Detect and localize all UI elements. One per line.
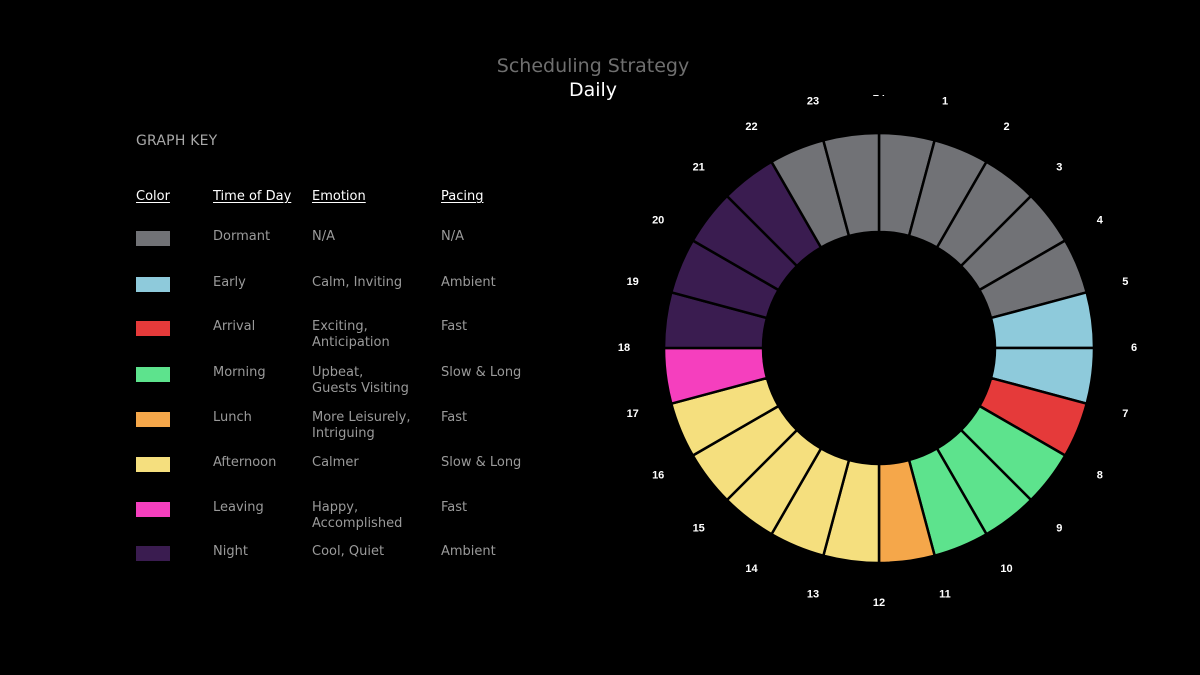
hour-label-24: 24 [873, 95, 886, 99]
legend-row-lunch: Lunch More Leisurely, Intriguing Fast [0, 410, 600, 452]
hour-label-12: 12 [873, 597, 885, 609]
legend-row-morning: Morning Upbeat, Guests Visiting Slow & Long [0, 365, 600, 407]
hour-label-4: 4 [1097, 215, 1104, 227]
column-header-time-of-day: Time of Day [213, 189, 292, 204]
hour-label-15: 15 [693, 522, 705, 534]
legend-row-leaving: Leaving Happy, Accomplished Fast [0, 500, 600, 542]
legend-time-night: Night [213, 544, 248, 559]
legend-time-morning: Morning [213, 365, 266, 380]
hour-label-3: 3 [1056, 162, 1062, 174]
hour-label-23: 23 [807, 96, 819, 108]
graph-key-title: GRAPH KEY [136, 133, 218, 149]
column-header-color: Color [136, 189, 170, 204]
legend-emotion-night: Cool, Quiet [312, 544, 385, 559]
legend-emotion-arrival: Exciting, Anticipation [312, 319, 390, 350]
legend-time-leaving: Leaving [213, 500, 264, 515]
legend-pacing-early: Ambient [441, 275, 496, 290]
legend-pacing-morning: Slow & Long [441, 365, 522, 380]
hour-label-10: 10 [1000, 563, 1012, 575]
legend-emotion-morning: Upbeat, Guests Visiting [312, 365, 409, 396]
legend-pacing-leaving: Fast [441, 500, 468, 515]
legend-swatch-lunch [136, 412, 170, 427]
legend-swatch-night [136, 546, 170, 561]
chart-subtitle: Daily [568, 79, 618, 101]
legend-time-lunch: Lunch [213, 410, 252, 425]
hour-label-5: 5 [1122, 276, 1128, 288]
hour-label-19: 19 [627, 276, 639, 288]
hour-label-16: 16 [652, 470, 664, 482]
legend-pacing-dormant: N/A [441, 229, 464, 244]
daily-schedule-wheel: 123456789101112131415161718192021222324 [618, 95, 1137, 609]
legend-time-dormant: Dormant [213, 229, 271, 244]
hour-label-21: 21 [693, 162, 705, 174]
legend-time-early: Early [213, 275, 246, 290]
legend-emotion-afternoon: Calmer [312, 455, 359, 470]
hour-label-1: 1 [942, 96, 948, 108]
hour-label-6: 6 [1131, 342, 1137, 354]
legend-row-arrival: Arrival Exciting, Anticipation Fast [0, 319, 600, 361]
legend-emotion-dormant: N/A [312, 229, 335, 244]
hour-label-13: 13 [807, 588, 819, 600]
hour-label-11: 11 [939, 588, 951, 600]
hour-label-8: 8 [1097, 470, 1103, 482]
legend-emotion-early: Calm, Inviting [312, 275, 403, 290]
hour-label-20: 20 [652, 215, 664, 227]
legend-emotion-leaving: Happy, Accomplished [312, 500, 403, 531]
legend-swatch-leaving [136, 502, 170, 517]
column-header-emotion: Emotion [312, 189, 366, 204]
wheel-slice-hour-24 [821, 131, 881, 238]
column-header-pacing: Pacing [441, 189, 484, 204]
hour-label-18: 18 [618, 342, 630, 354]
legend-row-afternoon: Afternoon Calmer Slow & Long [0, 455, 600, 497]
chart-title: Scheduling Strategy [496, 55, 690, 77]
legend-row-night: Night Cool, Quiet Ambient [0, 544, 600, 586]
legend-swatch-morning [136, 367, 170, 382]
legend-pacing-lunch: Fast [441, 410, 468, 425]
hour-label-17: 17 [627, 408, 639, 420]
legend-swatch-dormant [136, 231, 170, 246]
hour-label-2: 2 [1003, 121, 1009, 133]
legend-pacing-night: Ambient [441, 544, 496, 559]
legend-time-afternoon: Afternoon [213, 455, 277, 470]
hour-label-22: 22 [745, 121, 757, 133]
legend-pacing-arrival: Fast [441, 319, 468, 334]
hour-label-14: 14 [745, 563, 758, 575]
legend-swatch-early [136, 277, 170, 292]
legend-row-early: Early Calm, Inviting Ambient [0, 275, 600, 317]
legend-swatch-arrival [136, 321, 170, 336]
hour-label-9: 9 [1056, 522, 1062, 534]
legend-pacing-afternoon: Slow & Long [441, 455, 522, 470]
legend-swatch-afternoon [136, 457, 170, 472]
legend-emotion-lunch: More Leisurely, Intriguing [312, 410, 411, 441]
legend-row-dormant: Dormant N/A N/A [0, 229, 600, 271]
hour-label-7: 7 [1122, 408, 1128, 420]
legend-time-arrival: Arrival [213, 319, 256, 334]
